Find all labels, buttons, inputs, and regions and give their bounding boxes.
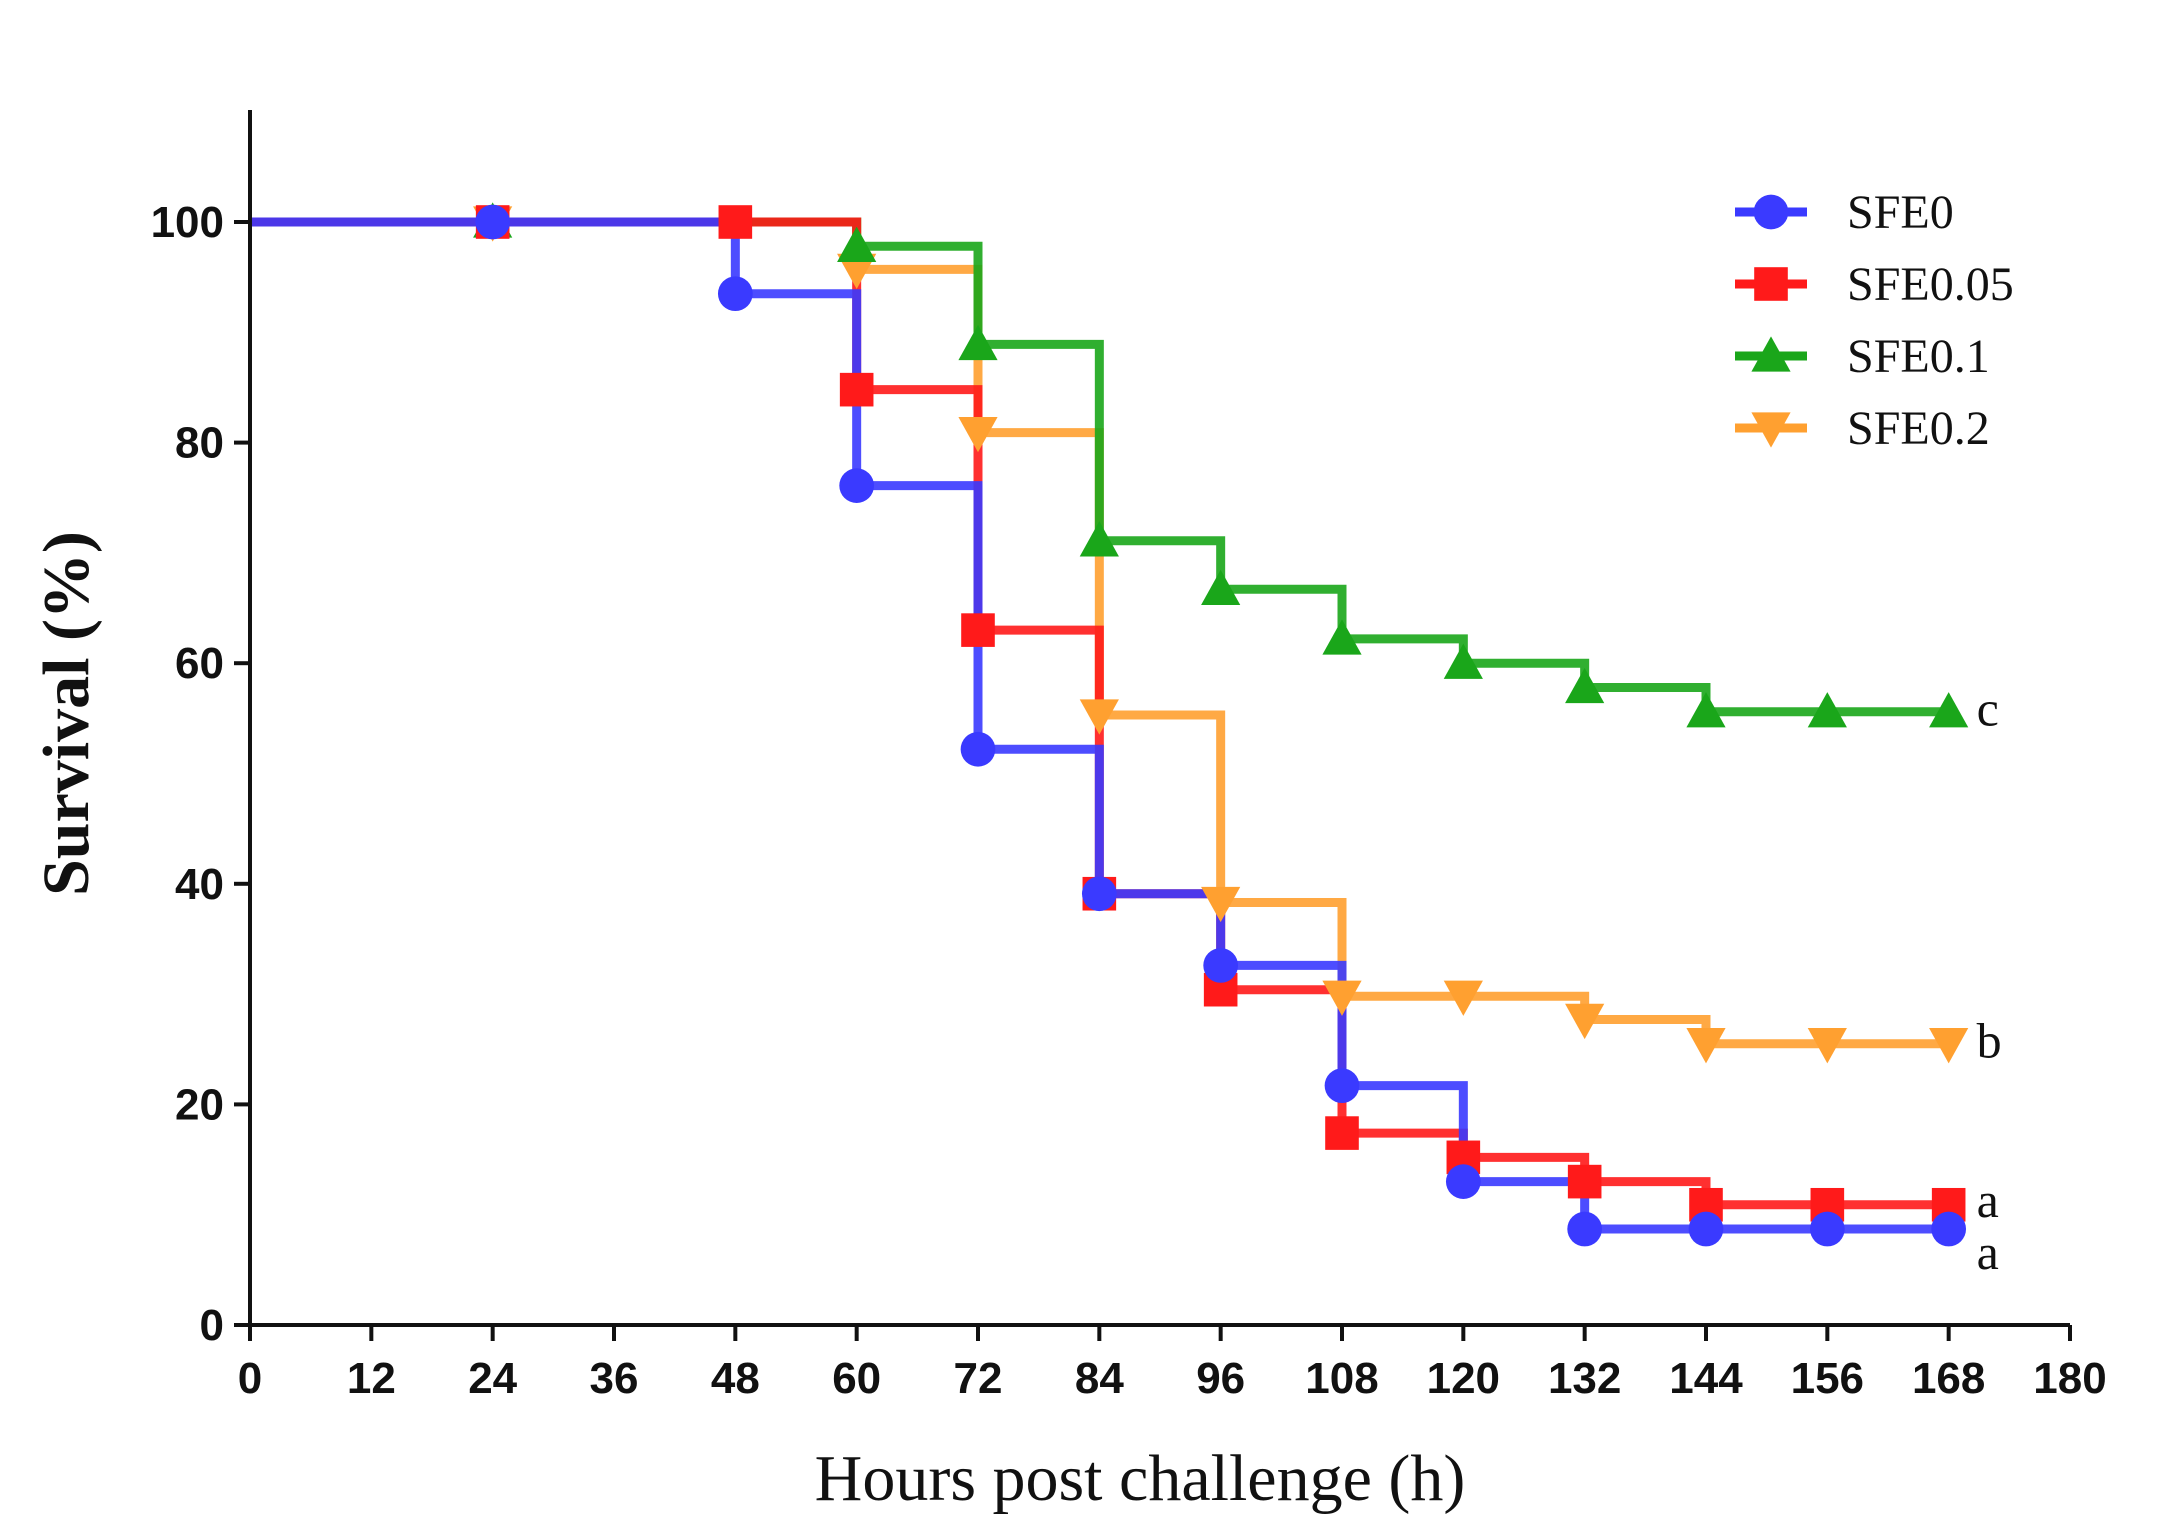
data-point-SFE0.1 [1686,692,1726,728]
data-point-SFE0 [1809,1211,1845,1247]
significance-label-SFE0: a [1977,1224,1999,1280]
data-point-SFE0.2 [1686,1028,1726,1064]
y-tick-label: 0 [200,1301,224,1350]
legend-marker-SFE0.1 [1751,336,1791,372]
legend: SFE0 SFE0.05 SFE0.1 SFE0.2 [1735,186,2014,455]
y-tick-label: 40 [175,860,224,909]
x-tick-label: 156 [1791,1354,1864,1403]
x-tick-label: 144 [1669,1354,1743,1403]
significance-label-SFE0.05: a [1977,1172,1999,1228]
x-tick-label: 120 [1427,1354,1500,1403]
data-point-SFE0.1 [1929,692,1969,728]
x-tick-label: 72 [954,1354,1003,1403]
legend-label-SFE0.05: SFE0.05 [1847,258,2014,311]
y-tick-label: 60 [175,639,224,688]
data-point-SFE0.1 [1807,692,1847,728]
data-point-SFE0.2 [1443,980,1483,1016]
data-point-SFE0.05 [718,205,753,239]
x-tick-label: 132 [1548,1354,1621,1403]
data-point-SFE0 [839,468,875,503]
data-point-SFE0.2 [1565,1003,1605,1040]
data-point-SFE0 [1081,876,1117,912]
significance-label-SFE0.1: c [1977,681,1999,737]
data-point-SFE0.05 [1567,1164,1602,1199]
data-point-SFE0 [1445,1164,1481,1199]
legend-label-SFE0.1: SFE0.1 [1847,330,1990,383]
data-point-SFE0.05 [839,372,874,407]
x-tick-label: 168 [1912,1354,1985,1403]
data-point-SFE0 [1931,1211,1967,1247]
data-point-SFE0.2 [1807,1028,1847,1064]
legend-label-SFE0: SFE0 [1847,186,1954,239]
y-axis-title: Survival (%) [30,531,103,896]
marker-layer [473,202,1969,1247]
legend-marker-SFE0 [1753,194,1789,230]
data-point-SFE0.2 [1201,886,1241,923]
data-point-SFE0 [1203,948,1239,983]
x-tick-label: 108 [1305,1354,1378,1403]
data-point-SFE0.05 [1325,1116,1359,1150]
x-axis-title: Hours post challenge (h) [815,1442,1466,1515]
data-point-SFE0 [717,276,753,312]
data-point-SFE0.1 [1201,569,1241,605]
x-tick-label: 0 [238,1354,262,1403]
y-tick-label: 20 [175,1080,224,1129]
x-tick-label: 36 [590,1354,639,1403]
data-point-SFE0 [475,204,511,240]
significance-labels: aa c b [1977,681,2002,1280]
significance-label-SFE0.2: b [1977,1013,2002,1069]
y-tick-label: 80 [175,419,224,468]
x-tick-label: 24 [468,1354,517,1403]
data-point-SFE0 [960,731,996,767]
data-point-SFE0 [1688,1211,1724,1247]
legend-label-SFE0.2: SFE0.2 [1847,402,1990,455]
x-tick-label: 96 [1196,1354,1245,1403]
legend-marker-SFE0.2 [1751,412,1791,448]
x-tick-label: 84 [1075,1354,1124,1403]
data-point-SFE0.1 [837,226,877,262]
data-point-SFE0.2 [1322,980,1362,1016]
data-point-SFE0.2 [1929,1028,1969,1064]
data-point-SFE0.1 [1565,667,1605,704]
data-point-SFE0.2 [837,253,877,290]
data-point-SFE0.1 [1322,619,1362,655]
axes-layer: 0 20 40 60 80 100 0 12 24 36 48 60 72 84 96 108 120 132 14… [30,110,2107,1515]
data-point-SFE0.1 [1443,643,1483,679]
x-tick-label: 60 [832,1354,881,1403]
x-tick-label: 180 [2033,1354,2106,1403]
data-point-SFE0.05 [961,613,995,647]
y-tick-label: 100 [151,198,224,247]
data-point-SFE0.1 [958,324,998,361]
x-tick-label: 12 [347,1354,396,1403]
data-point-SFE0 [1567,1211,1603,1247]
data-point-SFE0.1 [1079,521,1119,557]
data-point-SFE0 [1324,1068,1360,1104]
data-point-SFE0.2 [958,416,998,453]
x-tick-label: 48 [711,1354,760,1403]
legend-marker-SFE0.05 [1754,267,1788,301]
data-point-SFE0.2 [1079,699,1119,735]
